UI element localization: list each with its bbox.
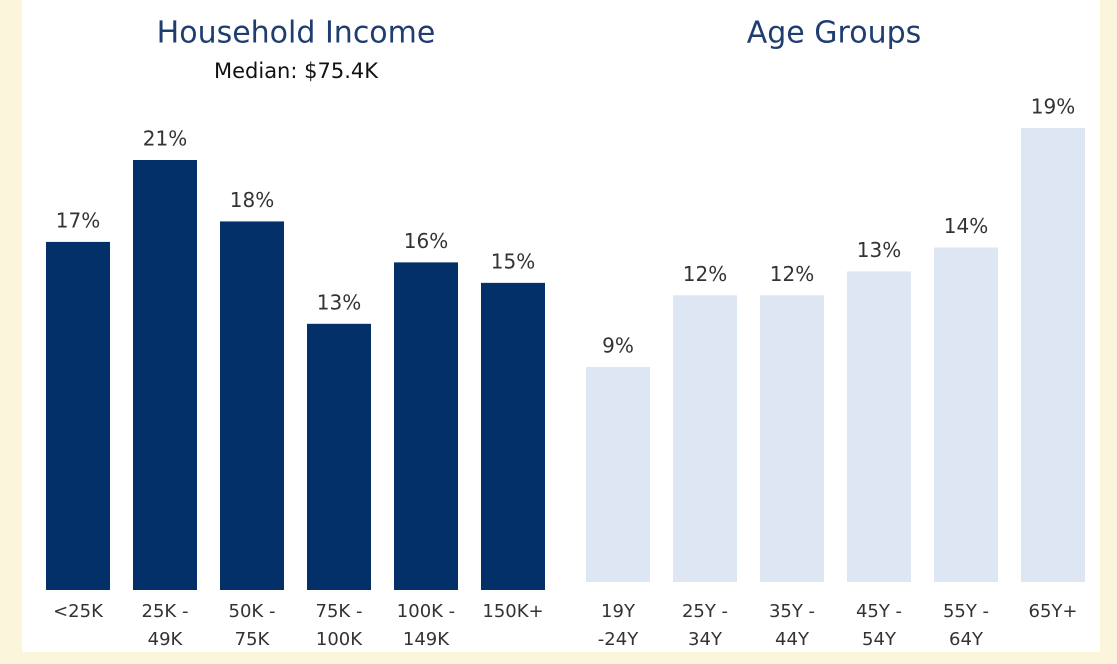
- bar: [934, 247, 998, 582]
- panel: [22, 0, 1100, 652]
- x-tick-label: <25K: [53, 601, 104, 622]
- x-tick-label: 49K: [148, 629, 184, 650]
- x-tick-label: 55Y -: [943, 601, 989, 622]
- value-label: 12%: [770, 262, 814, 286]
- bar: [586, 366, 650, 582]
- x-tick-label: 54Y: [862, 629, 897, 650]
- x-tick-label: 75K -: [316, 601, 363, 622]
- x-tick-label: 19Y: [601, 601, 636, 622]
- x-tick-label: 150K+: [482, 601, 543, 622]
- x-tick-label: 75K: [235, 629, 271, 650]
- x-tick-label: 25Y -: [682, 601, 728, 622]
- bar: [46, 241, 110, 590]
- chart-title: Age Groups: [747, 16, 922, 51]
- x-tick-label: 44Y: [775, 629, 810, 650]
- value-label: 17%: [56, 208, 100, 232]
- bar: [481, 282, 545, 590]
- value-label: 13%: [317, 290, 361, 314]
- bar: [220, 221, 284, 590]
- chart-subtitle: Median: $75.4K: [214, 59, 379, 83]
- x-tick-label: 65Y+: [1029, 601, 1078, 622]
- x-tick-label: 100K -: [397, 601, 455, 622]
- x-tick-label: 34Y: [688, 629, 723, 650]
- value-label: 18%: [230, 188, 274, 212]
- chart-title: Household Income: [157, 16, 436, 51]
- bar: [133, 160, 197, 590]
- bar: [847, 271, 911, 582]
- value-label: 16%: [404, 229, 448, 253]
- value-label: 19%: [1031, 95, 1075, 119]
- x-tick-label: 25K -: [142, 601, 189, 622]
- x-tick-label: 50K -: [229, 601, 276, 622]
- value-label: 21%: [143, 127, 187, 151]
- bar: [760, 295, 824, 582]
- value-label: 14%: [944, 214, 988, 238]
- value-label: 9%: [602, 333, 634, 357]
- bar: [307, 323, 371, 590]
- value-label: 12%: [683, 262, 727, 286]
- x-tick-label: 35Y -: [769, 601, 815, 622]
- value-label: 13%: [857, 238, 901, 262]
- bar: [1021, 128, 1085, 582]
- x-tick-label: 45Y -: [856, 601, 902, 622]
- bar: [673, 295, 737, 582]
- bar: [394, 262, 458, 590]
- x-tick-label: 64Y: [949, 629, 984, 650]
- x-tick-label: 149K: [403, 629, 450, 650]
- x-tick-label: -24Y: [598, 629, 639, 650]
- value-label: 15%: [491, 249, 535, 273]
- x-tick-label: 100K: [316, 629, 363, 650]
